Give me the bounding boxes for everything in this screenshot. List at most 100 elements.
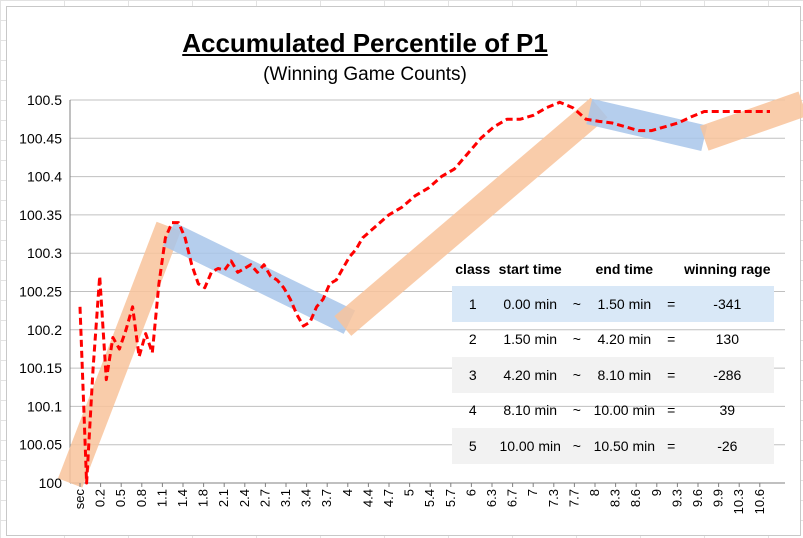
- cell-rage: -341: [680, 286, 774, 322]
- x-tick-label: 7.3: [546, 489, 561, 507]
- table-row: 5 10.00 min ~ 10.50 min = -26: [452, 428, 774, 464]
- cell-class: 5: [452, 428, 494, 464]
- header-blank: [567, 252, 587, 286]
- y-tick-label: 100.05: [19, 437, 62, 453]
- trend-band: [699, 91, 803, 151]
- y-axis: 100 100.05 100.1 100.15 100.2 100.25 100.3 100.…: [19, 92, 62, 491]
- table-row: 2 1.50 min ~ 4.20 min = 130: [452, 322, 774, 358]
- y-tick-label: 100.15: [19, 360, 62, 376]
- trend-bands: [58, 91, 803, 488]
- header-start-time: start time: [498, 261, 562, 277]
- trend-band: [58, 221, 181, 488]
- cell-tilde: ~: [572, 402, 581, 419]
- x-tick-label: 8.6: [628, 489, 643, 507]
- x-tick-label: 8: [587, 489, 602, 496]
- cell-end: 10.00 min: [593, 402, 656, 419]
- y-tick-label: 100.1: [27, 398, 62, 414]
- cell-rage: 130: [715, 331, 739, 348]
- y-tick-label: 100.2: [27, 322, 62, 338]
- cell-tilde: ~: [572, 331, 581, 348]
- cell-start: 8.10 min: [503, 402, 558, 419]
- cell-rage: 39: [719, 402, 736, 419]
- x-tick-label: 1.4: [175, 489, 190, 507]
- x-tick-label: 3.4: [299, 489, 314, 507]
- x-tick-label: 4.7: [381, 489, 396, 507]
- cell-tilde: ~: [566, 357, 587, 393]
- x-tick-label: 1.1: [154, 489, 169, 507]
- header-winning-rage: winning rage: [684, 261, 771, 277]
- cell-rage: -26: [680, 428, 774, 464]
- cell-end: 4.20 min: [597, 331, 652, 348]
- x-tick-label: 5.4: [422, 489, 437, 507]
- cell-end: 1.50 min: [586, 286, 662, 322]
- cell-equals: =: [667, 402, 676, 419]
- cell-equals: =: [661, 428, 681, 464]
- table-row: 3 4.20 min ~ 8.10 min = -286: [452, 357, 774, 393]
- cell-equals: =: [667, 331, 676, 348]
- x-tick-label: 1.8: [196, 489, 211, 507]
- x-tick-label: 4: [340, 489, 355, 496]
- x-tick-label: 9: [649, 489, 664, 496]
- cell-start: 10.00 min: [493, 428, 567, 464]
- cell-start: 4.20 min: [493, 357, 567, 393]
- table-header-row: class start time end time winning rage: [452, 252, 774, 286]
- series-polyline: [78, 100, 770, 485]
- cell-class: 2: [468, 331, 477, 348]
- header-blank: [662, 252, 681, 286]
- x-tick-label: 6.3: [484, 489, 499, 507]
- y-tick-label: 100: [39, 475, 63, 491]
- x-tick-label: 9.6: [690, 489, 705, 507]
- cell-end: 10.50 min: [586, 428, 662, 464]
- x-tick-label: 5.7: [443, 489, 458, 507]
- x-tick-label: 7.7: [566, 489, 581, 507]
- x-tick-label: 2.4: [237, 489, 252, 507]
- x-tick-label: 2.1: [216, 489, 231, 507]
- y-tick-label: 100.45: [19, 130, 62, 146]
- cell-class: 3: [452, 357, 494, 393]
- cell-tilde: ~: [566, 286, 587, 322]
- x-tick-label: sec: [72, 489, 87, 510]
- x-tick-label: 3.7: [319, 489, 334, 507]
- cell-end: 8.10 min: [586, 357, 662, 393]
- cell-class: 4: [468, 402, 477, 419]
- cell-rage: -286: [680, 357, 774, 393]
- trend-band: [334, 97, 608, 336]
- cell-start: 1.50 min: [503, 331, 558, 348]
- x-tick-label: 10.3: [731, 489, 746, 514]
- y-tick-label: 100.35: [19, 207, 62, 223]
- trend-band: [163, 222, 356, 334]
- trend-band: [586, 98, 708, 151]
- x-tick-label: 5: [402, 489, 417, 496]
- header-class: class: [455, 261, 491, 277]
- cell-equals: =: [661, 357, 681, 393]
- x-tick-label: 6: [463, 489, 478, 496]
- x-tick-label: 6.7: [505, 489, 520, 507]
- cell-tilde: ~: [566, 428, 587, 464]
- chart-subtitle: (Winning Game Counts): [263, 64, 467, 85]
- y-tick-label: 100.4: [27, 169, 62, 185]
- cell-start: 0.00 min: [493, 286, 567, 322]
- x-tick-label: 0.5: [113, 489, 128, 507]
- table-row: 4 8.10 min ~ 10.00 min = 39: [452, 393, 774, 429]
- x-tick-label: 0.2: [93, 489, 108, 507]
- x-axis: sec 0.2 0.5 0.8 1.1 1.4 1.8 2.1 2.4 2.7 3.1 3.4 3.7 4…: [72, 483, 767, 514]
- y-tick-label: 100.3: [27, 245, 62, 261]
- series-line: [78, 100, 770, 485]
- cell-equals: =: [661, 286, 681, 322]
- x-tick-label: 7: [525, 489, 540, 496]
- x-tick-label: 4.4: [360, 489, 375, 507]
- y-tick-label: 100.5: [27, 92, 62, 108]
- x-tick-label: 3.1: [278, 489, 293, 507]
- table-row: 1 0.00 min ~ 1.50 min = -341: [452, 286, 774, 322]
- y-tick-label: 100.25: [19, 284, 62, 300]
- chart-title: Accumulated Percentile of P1: [182, 28, 548, 58]
- x-tick-label: 9.3: [669, 489, 684, 507]
- x-tick-label: 2.7: [257, 489, 272, 507]
- class-table: class start time end time winning rage 1…: [452, 252, 774, 464]
- x-tick-label: 8.3: [608, 489, 623, 507]
- x-tick-label: 0.8: [134, 489, 149, 507]
- x-tick-label: 9.9: [711, 489, 726, 507]
- header-end-time: end time: [595, 261, 654, 277]
- cell-class: 1: [452, 286, 494, 322]
- x-tick-label: 10.6: [752, 489, 767, 514]
